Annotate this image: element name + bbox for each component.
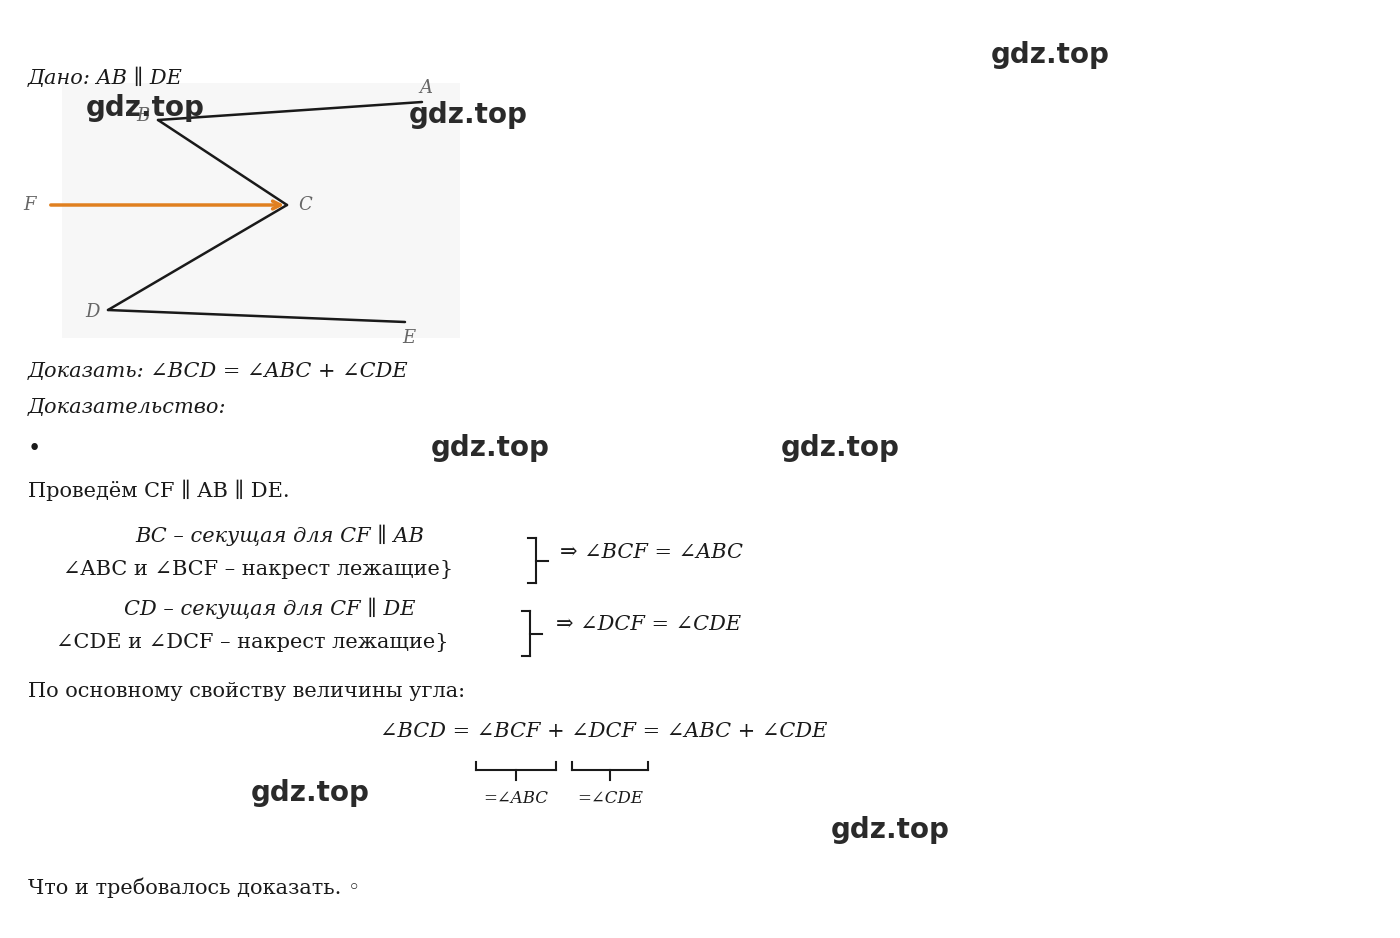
Text: ⇒ ∠BCF = ∠ABC: ⇒ ∠BCF = ∠ABC — [560, 543, 743, 562]
Text: BC – секущая для CF ∥ AB: BC – секущая для CF ∥ AB — [136, 525, 424, 546]
Text: gdz.top: gdz.top — [85, 94, 204, 122]
Text: gdz.top: gdz.top — [991, 41, 1109, 69]
Text: C: C — [298, 196, 312, 214]
Text: ∠CDE и ∠DCF – накрест лежащие}: ∠CDE и ∠DCF – накрест лежащие} — [56, 633, 448, 652]
Text: gdz.top: gdz.top — [431, 434, 549, 462]
Text: gdz.top: gdz.top — [830, 816, 949, 844]
Text: A: A — [420, 79, 433, 97]
Text: gdz.top: gdz.top — [251, 779, 370, 807]
Text: Доказать: ∠BCD = ∠ABC + ∠CDE: Доказать: ∠BCD = ∠ABC + ∠CDE — [28, 362, 409, 381]
Text: =∠ABC: =∠ABC — [483, 790, 549, 807]
Text: ⇒ ∠DCF = ∠CDE: ⇒ ∠DCF = ∠CDE — [556, 615, 741, 634]
Text: F: F — [24, 196, 36, 214]
Text: Дано: AB ∥ DE: Дано: AB ∥ DE — [28, 68, 183, 88]
Text: ∠BCD = ∠BCF + ∠DCF = ∠ABC + ∠CDE: ∠BCD = ∠BCF + ∠DCF = ∠ABC + ∠CDE — [379, 722, 827, 741]
Text: =∠CDE: =∠CDE — [577, 790, 643, 807]
Text: По основному свойству величины угла:: По основному свойству величины угла: — [28, 682, 465, 701]
Text: gdz.top: gdz.top — [781, 434, 899, 462]
Text: CD – секущая для CF ∥ DE: CD – секущая для CF ∥ DE — [125, 598, 416, 619]
Text: B: B — [136, 107, 150, 125]
FancyBboxPatch shape — [62, 83, 461, 338]
Text: D: D — [85, 303, 99, 321]
Text: •: • — [28, 438, 41, 460]
Text: ∠ABC и ∠BCF – накрест лежащие}: ∠ABC и ∠BCF – накрест лежащие} — [63, 560, 454, 579]
Text: E: E — [402, 329, 416, 347]
Text: gdz.top: gdz.top — [409, 101, 528, 129]
Text: Проведём CF ∥ AB ∥ DE.: Проведём CF ∥ AB ∥ DE. — [28, 480, 290, 501]
Text: Доказательство:: Доказательство: — [28, 398, 227, 417]
Text: Что и требовалось доказать. ◦: Что и требовалось доказать. ◦ — [28, 878, 360, 899]
